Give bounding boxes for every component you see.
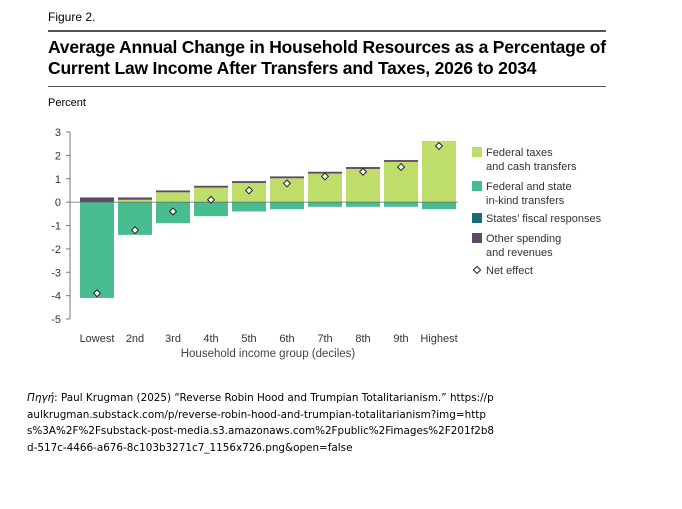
x-tick-label: Highest xyxy=(420,333,457,345)
legend-label: Net effect xyxy=(486,265,533,277)
y-tick-label: -3 xyxy=(51,267,61,279)
net-effect-marker xyxy=(130,226,140,235)
net-effect-marker xyxy=(434,141,444,151)
legend-label: Federal and state xyxy=(486,181,572,193)
x-tick-label: 4th xyxy=(203,333,218,345)
y-tick-label: -4 xyxy=(51,291,61,303)
bar-segment-4-2 xyxy=(118,197,152,200)
bar-segment-1-4 xyxy=(194,187,228,203)
net-effect-marker xyxy=(168,207,178,216)
caption-text: : Paul Krugman (2025) “Reverse Robin Hoo… xyxy=(54,392,447,404)
y-tick-label: 3 xyxy=(55,127,61,139)
bar-segment-4-6 xyxy=(270,176,304,179)
y-tick-label: 0 xyxy=(55,197,61,209)
bar-segment-4-4 xyxy=(194,185,228,188)
x-tick-label: 6th xyxy=(279,333,294,345)
bar-segment-2-10 xyxy=(422,202,456,210)
figure-label: Figure 2. xyxy=(48,10,96,24)
legend-label: and cash transfers xyxy=(486,161,577,173)
x-tick-label: 7th xyxy=(317,333,332,345)
bar-segment-2-4 xyxy=(194,202,228,217)
legend-label: States’ fiscal responses xyxy=(486,213,602,225)
legend: Federal taxes and cash transfers Federal a… xyxy=(472,147,602,277)
bar-segment-2-5 xyxy=(232,202,266,212)
x-tick-label: 5th xyxy=(241,333,256,345)
caption-source-word: Πηγή xyxy=(27,392,55,404)
x-axis-ticks: Lowest 2nd 3rd 4th 5th 6th 7th 8th 9th Highest xyxy=(80,333,458,345)
title-top-rule xyxy=(48,30,606,32)
y-tick-label: 1 xyxy=(55,174,61,186)
bar-segment-4-9 xyxy=(384,160,418,162)
bar-segment-1-6 xyxy=(270,178,304,203)
legend-label: Federal taxes xyxy=(486,147,553,159)
bar-segment-4-1 xyxy=(80,197,114,203)
bars xyxy=(80,140,456,298)
y-tick-label: 2 xyxy=(55,150,61,162)
net-effect-marker xyxy=(282,179,292,188)
x-tick-label: 8th xyxy=(355,333,370,345)
legend-label: in-kind transfers xyxy=(486,195,565,207)
y-axis-ticks: 3 2 1 0 -1 -2 -3 -4 -5 xyxy=(51,127,70,326)
legend-swatch xyxy=(472,181,482,191)
bar-segment-2-6 xyxy=(270,202,304,210)
x-tick-label: Lowest xyxy=(80,333,115,345)
y-axis-label: Percent xyxy=(48,97,86,109)
title-bottom-rule xyxy=(48,86,606,87)
bar-segment-2-1 xyxy=(80,202,114,298)
bar-segment-1-3 xyxy=(156,192,190,203)
net-effect-marker xyxy=(358,167,368,176)
chart-title: Average Annual Change in Household Resou… xyxy=(48,37,606,78)
legend-label: Other spending xyxy=(486,233,561,245)
bar-segment-4-5 xyxy=(232,181,266,183)
caption-url[interactable]: https://paulkrugman.substack.com/p/rever… xyxy=(27,392,495,454)
legend-swatch xyxy=(472,147,482,157)
legend-swatch-net-effect xyxy=(472,265,482,275)
net-effect-marker xyxy=(206,195,216,204)
legend-label: and revenues xyxy=(486,247,553,259)
x-tick-label: 3rd xyxy=(165,333,181,345)
legend-swatch xyxy=(472,233,482,243)
x-tick-label: 9th xyxy=(393,333,408,345)
net-effect-marker xyxy=(320,172,330,181)
x-tick-label: 2nd xyxy=(126,333,144,345)
net-effect-markers xyxy=(92,141,444,298)
bar-segment-1-10 xyxy=(422,140,456,203)
y-tick-label: -5 xyxy=(51,314,61,326)
bar-segment-1-2 xyxy=(118,199,152,203)
x-axis-label: Household income group (deciles) xyxy=(181,348,356,360)
y-tick-label: -2 xyxy=(51,244,61,256)
net-effect-marker xyxy=(92,289,102,298)
legend-swatch xyxy=(472,213,482,223)
bar-segment-2-8 xyxy=(346,202,380,207)
bar-segment-2-7 xyxy=(308,202,342,207)
y-tick-label: -1 xyxy=(51,221,61,233)
bar-segment-4-3 xyxy=(156,190,190,193)
chart: Percent 3 2 1 0 -1 -2 -3 -4 -5 Lowest 2nd 3rd 4th 5t… xyxy=(48,97,602,360)
bar-segment-2-9 xyxy=(384,202,418,207)
net-effect-marker xyxy=(396,162,406,172)
caption: Πηγή: Paul Krugman (2025) “Reverse Robin… xyxy=(27,390,497,456)
net-effect-marker xyxy=(244,186,254,195)
